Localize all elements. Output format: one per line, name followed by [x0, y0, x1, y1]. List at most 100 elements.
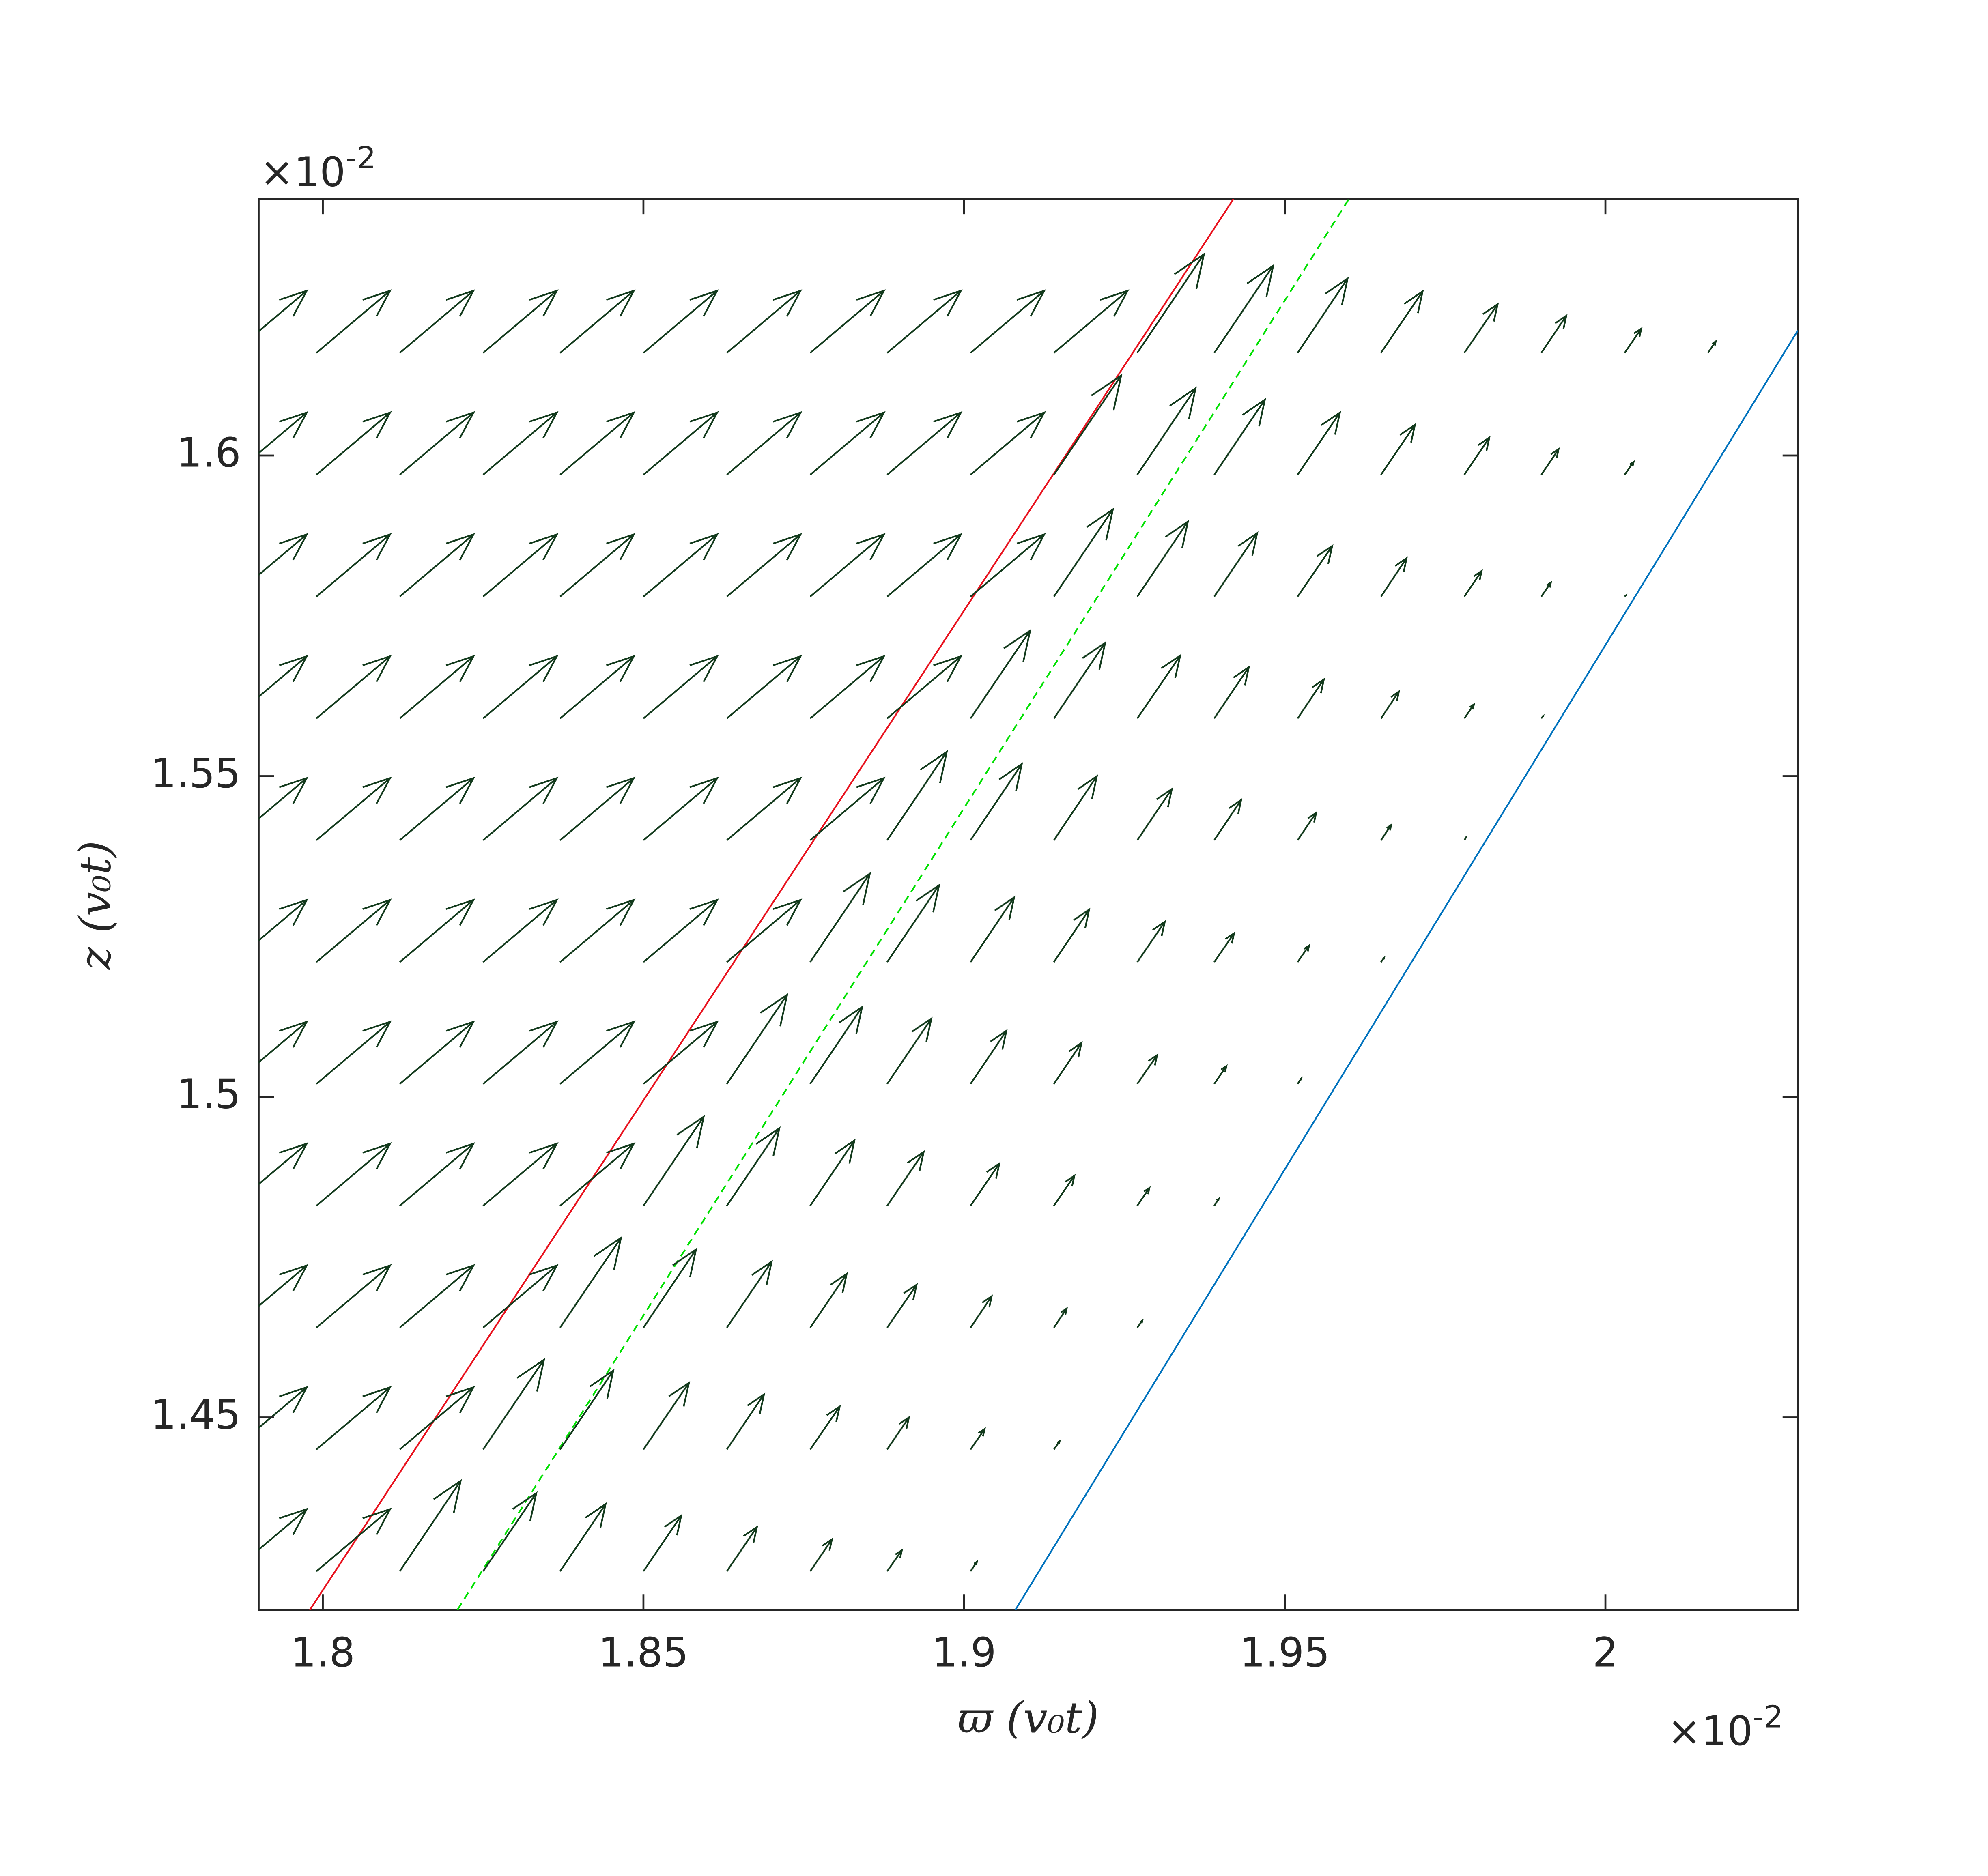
arrow — [258, 1142, 309, 1186]
plot-area — [258, 198, 1799, 1611]
arrow — [559, 1502, 607, 1572]
arrow — [399, 411, 475, 475]
y-multiplier: ×10-2 — [260, 140, 376, 196]
arrow — [726, 289, 803, 354]
arrow — [1053, 1439, 1061, 1450]
x-tick-label: 1.95 — [1239, 1629, 1330, 1676]
line — [1015, 330, 1798, 1610]
arrow — [1380, 823, 1393, 841]
arrow — [643, 655, 719, 719]
arrow — [1136, 520, 1190, 597]
arrow — [1213, 931, 1235, 963]
arrow — [809, 289, 886, 354]
arrow — [258, 1020, 309, 1064]
arrow — [970, 533, 1046, 597]
arrow — [809, 1138, 856, 1206]
arrow — [726, 776, 803, 841]
arrow — [1053, 1041, 1083, 1085]
x-multiplier: ×10-2 — [1667, 1699, 1783, 1755]
arrow — [559, 776, 636, 841]
arrow — [970, 411, 1046, 475]
arrow — [886, 750, 948, 841]
arrow — [316, 1020, 392, 1085]
arrow — [559, 533, 636, 597]
arrow — [316, 533, 392, 597]
arrow — [886, 411, 963, 475]
arrow — [1540, 580, 1552, 597]
arrow — [1624, 593, 1628, 597]
arrow — [1540, 314, 1568, 354]
arrow — [886, 533, 963, 597]
arrow — [886, 1548, 904, 1572]
arrow — [316, 898, 392, 963]
arrow — [399, 533, 475, 597]
arrow — [1213, 1064, 1228, 1085]
arrow — [258, 533, 309, 576]
arrow — [809, 776, 886, 841]
arrow — [1053, 1173, 1076, 1206]
plot-content — [258, 199, 1798, 1610]
multiplier-base: ×10 — [260, 148, 346, 196]
arrow — [1136, 787, 1173, 841]
x-tick-label: 2 — [1592, 1629, 1618, 1676]
x-tick-label: 1.85 — [598, 1629, 689, 1676]
arrow — [809, 1405, 841, 1450]
arrow — [258, 289, 309, 333]
arrow — [886, 1283, 918, 1328]
arrow — [482, 289, 559, 354]
line — [309, 199, 1234, 1610]
y-axis-label: z (v₀t) — [71, 840, 121, 970]
arrow — [482, 533, 559, 597]
arrow — [316, 411, 392, 475]
x-tick-label: 1.8 — [290, 1629, 355, 1676]
arrow — [559, 411, 636, 475]
arrow — [643, 1513, 683, 1572]
arrow — [1053, 641, 1107, 719]
arrow — [399, 898, 475, 963]
arrow — [258, 411, 309, 454]
arrow — [1213, 665, 1250, 719]
arrow — [726, 1126, 781, 1206]
arrow — [482, 655, 559, 719]
arrow — [482, 411, 559, 475]
arrow — [1213, 264, 1275, 354]
arrow — [886, 1016, 933, 1085]
arrow — [970, 1427, 986, 1450]
y-tick-label: 1.55 — [151, 750, 241, 797]
arrow — [726, 655, 803, 719]
arrow — [399, 1479, 462, 1572]
arrow — [1463, 702, 1476, 719]
arrow — [1136, 1186, 1151, 1206]
arrow — [809, 1005, 864, 1085]
arrow — [316, 776, 392, 841]
arrow — [258, 776, 309, 820]
arrow — [399, 655, 475, 719]
arrow — [1136, 1319, 1144, 1328]
arrow — [399, 1142, 475, 1207]
arrow — [1297, 277, 1349, 354]
arrow — [970, 1161, 1001, 1206]
arrow — [809, 655, 886, 719]
arrow — [1540, 714, 1545, 719]
arrow — [482, 1491, 538, 1572]
arrow — [316, 289, 392, 354]
y-tick-label: 1.5 — [176, 1070, 241, 1117]
arrow — [316, 1142, 392, 1207]
arrow — [726, 533, 803, 597]
arrow — [399, 1264, 475, 1328]
arrow — [643, 1115, 705, 1206]
arrow — [399, 1386, 475, 1451]
x-axis-label: ϖ (v₀t) — [957, 1693, 1099, 1743]
arrow — [1707, 340, 1717, 354]
arrow — [970, 1560, 978, 1572]
arrow — [559, 898, 636, 963]
arrow — [399, 776, 475, 841]
arrow — [726, 898, 803, 963]
arrow — [726, 1525, 758, 1572]
arrow — [726, 993, 789, 1085]
arrow — [482, 776, 559, 841]
arrow — [1380, 556, 1408, 597]
arrow — [316, 1386, 392, 1451]
arrow — [1136, 1053, 1159, 1085]
arrow — [1053, 373, 1123, 475]
